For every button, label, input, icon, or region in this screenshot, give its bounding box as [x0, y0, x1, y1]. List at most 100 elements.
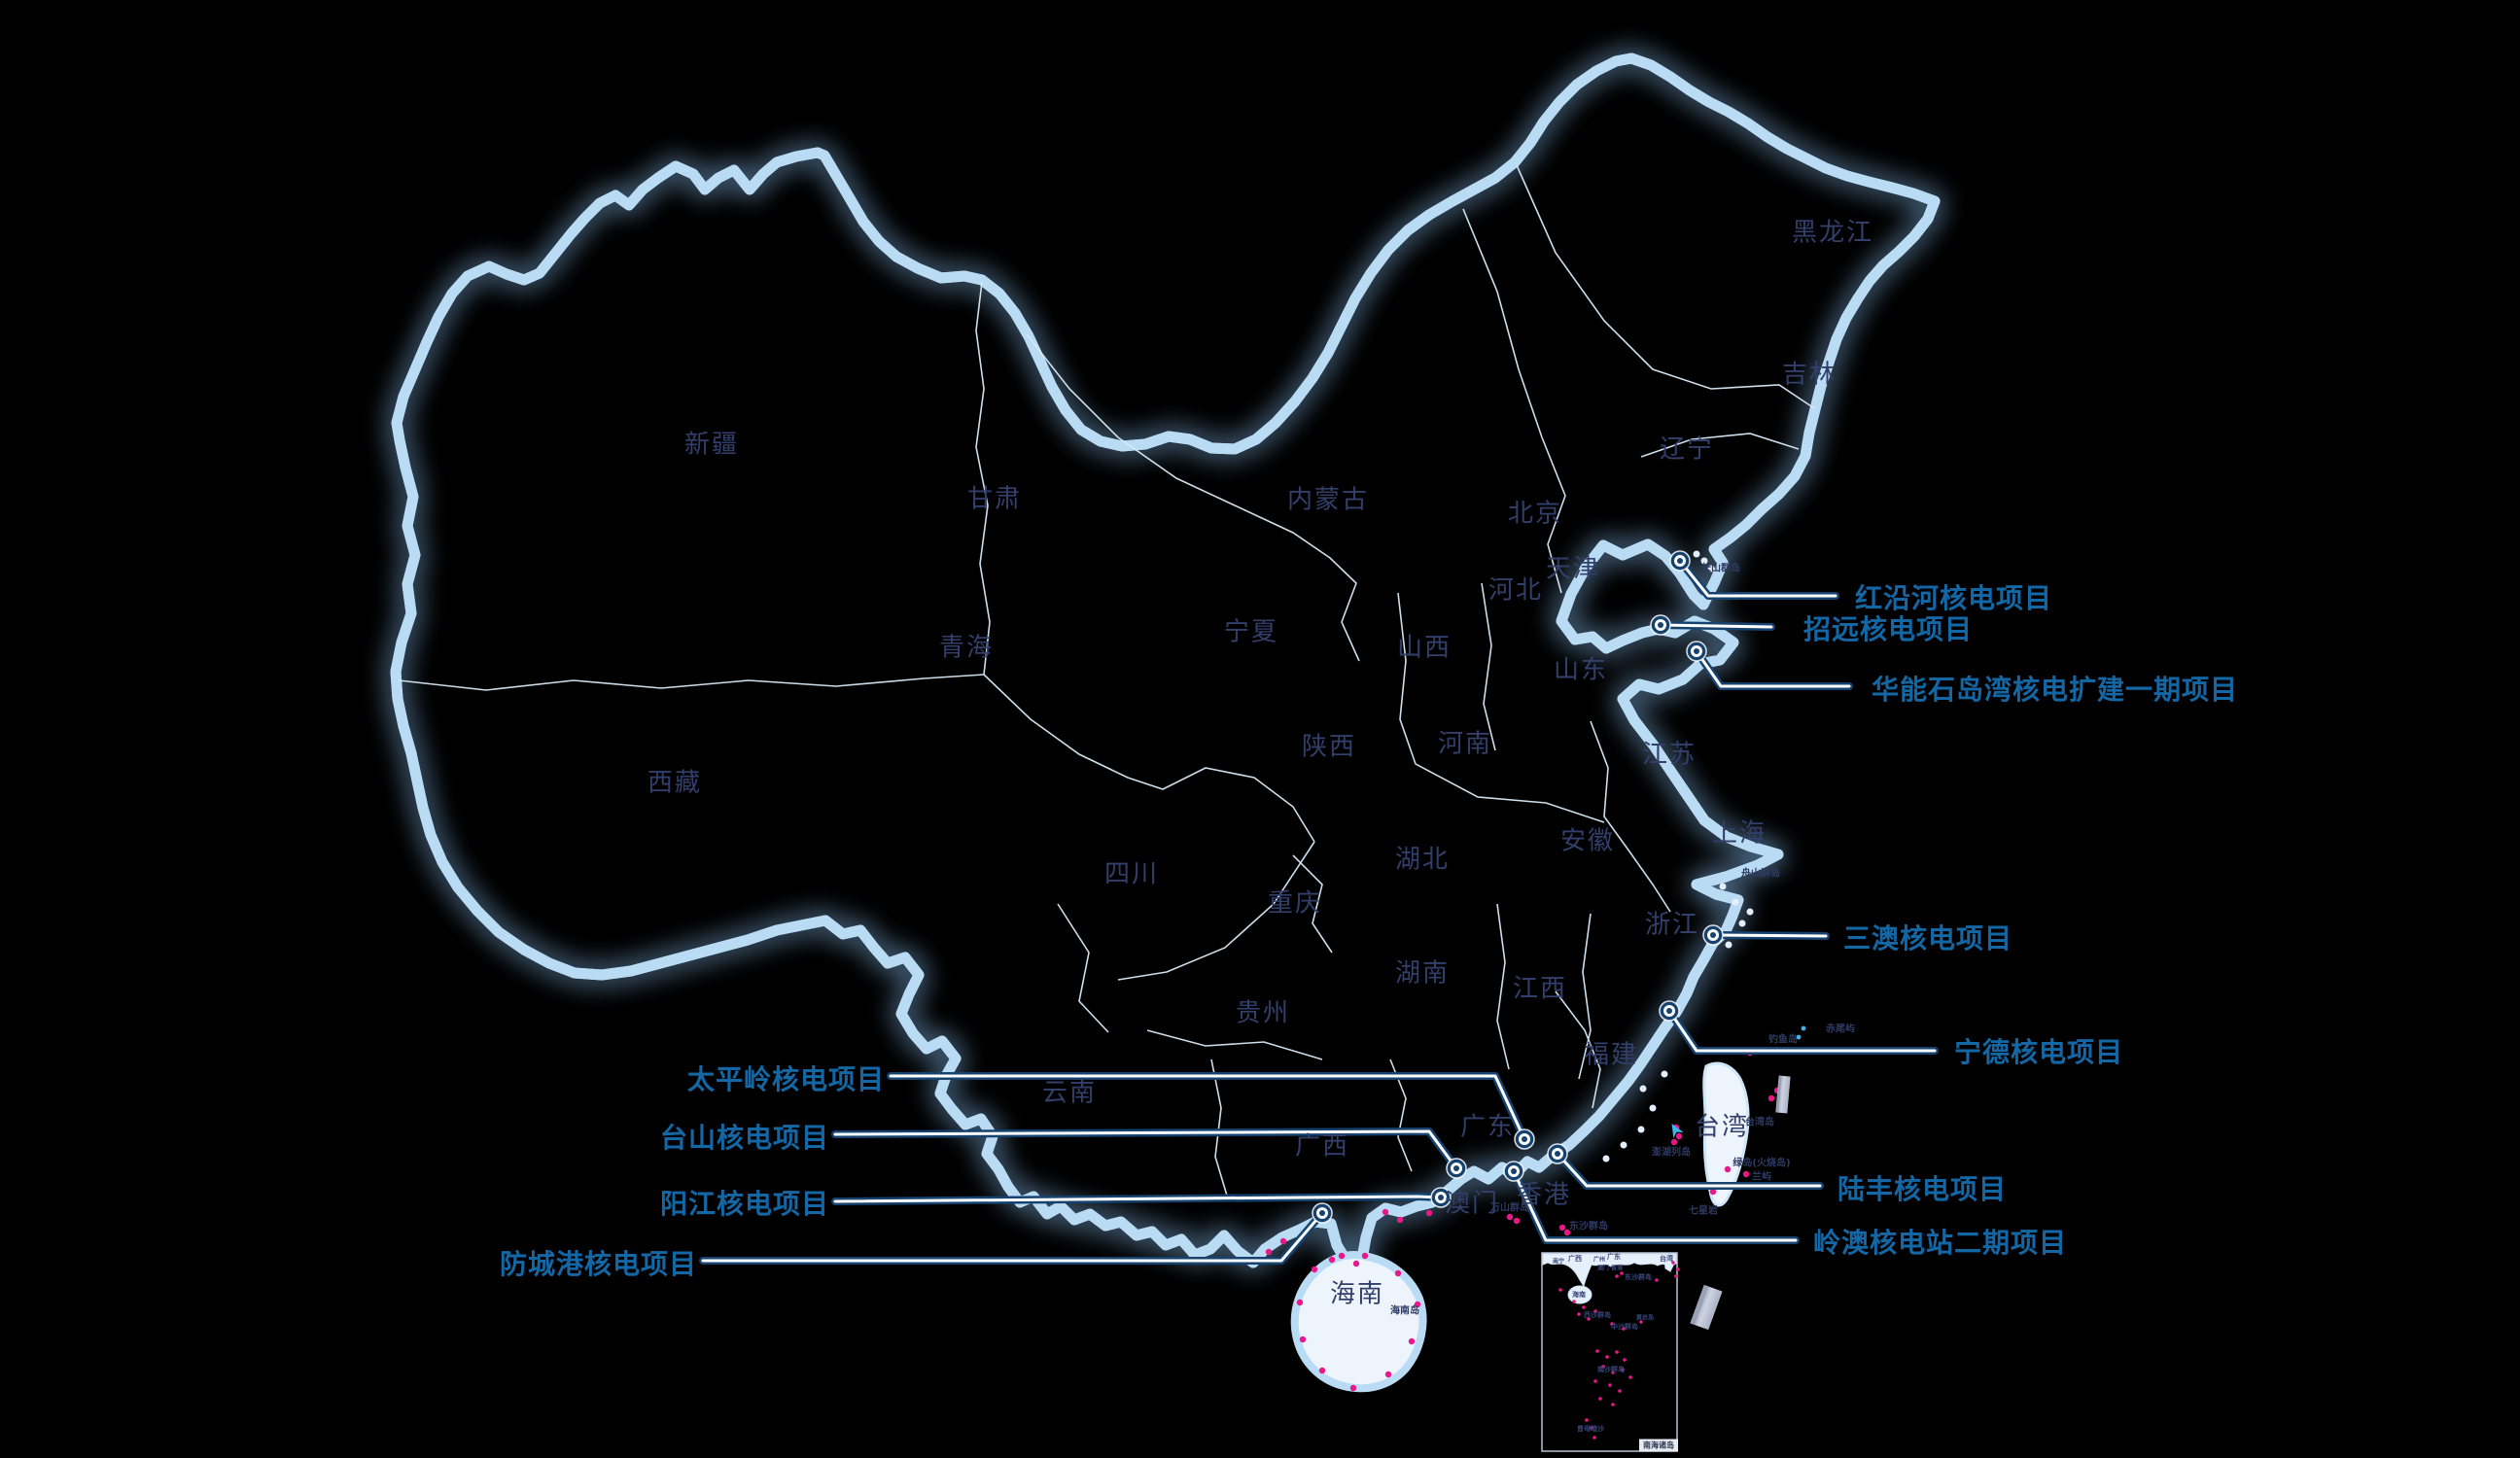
inset-pink-dot: [1615, 1274, 1619, 1278]
pink-island-dot: [1279, 1237, 1287, 1245]
inset-pink-dot: [1593, 1309, 1597, 1313]
pink-island-dot: [1513, 1217, 1521, 1225]
project-marker[interactable]: [1659, 1000, 1680, 1022]
taiwan-island[interactable]: [1702, 1061, 1750, 1207]
coastal-islets: [1602, 550, 1754, 1163]
inset-pink-dot: [1628, 1375, 1632, 1379]
leader-line-core: [1556, 1152, 1822, 1188]
project-marker[interactable]: [1650, 614, 1671, 636]
pink-island-dot: [1506, 1213, 1514, 1221]
islet-dot: [1620, 1141, 1628, 1149]
leader-line-core: [889, 1074, 1526, 1141]
pink-island-dot: [1299, 1336, 1307, 1343]
pink-island-dot: [1742, 1170, 1750, 1178]
pink-island-dot: [1768, 1094, 1775, 1102]
inset-taiwan: [1663, 1255, 1675, 1272]
islet-dot: [1700, 557, 1708, 565]
pink-island-dot: [1724, 1165, 1732, 1173]
inset-pink-dot: [1592, 1436, 1596, 1440]
province-borders: [398, 164, 1815, 1197]
project-marker[interactable]: [1312, 1202, 1333, 1224]
inset-pink-dot: [1676, 1267, 1680, 1271]
hainan-island[interactable]: [1290, 1251, 1427, 1393]
islet-dot: [1649, 1104, 1657, 1112]
inset-pink-dot: [1582, 1305, 1586, 1309]
project-marker[interactable]: [1514, 1128, 1535, 1150]
inset-pink-dot: [1601, 1365, 1605, 1369]
islet-dot: [1738, 920, 1746, 927]
pink-island-dot: [1408, 1337, 1416, 1345]
pink-island-dot: [1382, 1208, 1389, 1216]
inset-pink-dot: [1593, 1379, 1597, 1383]
inset-border: [1541, 1252, 1678, 1452]
inset-pink-dot: [1605, 1355, 1609, 1359]
inset-pink-dot: [1655, 1278, 1659, 1282]
gray-bar: [1775, 1075, 1791, 1114]
leader-line-core: [833, 1129, 1458, 1170]
pink-island-dot: [1296, 1299, 1304, 1306]
islet-dot: [1637, 1126, 1645, 1133]
inset-pink-dot: [1639, 1320, 1643, 1324]
inset-pink-dot: [1622, 1327, 1626, 1331]
islet-dot: [1707, 565, 1715, 573]
pink-island-dot: [1558, 1224, 1566, 1232]
cyan-arrow-icon: [1671, 1123, 1684, 1139]
project-marker[interactable]: [1503, 1161, 1524, 1182]
inset-pink-dot: [1671, 1261, 1675, 1265]
islet-dot: [1746, 908, 1754, 916]
pink-island-dot: [1349, 1384, 1357, 1392]
leader-line: [1510, 1167, 1800, 1244]
inset-coast-strip: [1542, 1253, 1677, 1288]
cyan-dot: [1801, 1025, 1806, 1031]
inset-pink-dot: [1558, 1288, 1562, 1292]
leader-line-core: [1659, 623, 1773, 629]
leader-line-core: [1512, 1169, 1798, 1242]
islet-dot: [1661, 1070, 1668, 1078]
inset-pink-dot: [1674, 1274, 1678, 1278]
pink-island-dot: [1328, 1256, 1336, 1264]
leader-line-core: [1695, 649, 1851, 688]
leader-line-core: [1711, 933, 1828, 938]
gray-bar: [1690, 1284, 1723, 1331]
islet-dot: [1719, 883, 1727, 890]
pink-island-dot: [1265, 1248, 1273, 1256]
inset-pink-dot: [1595, 1349, 1599, 1353]
inset-pink-dot: [1598, 1397, 1602, 1401]
leader-line-core: [1678, 559, 1838, 598]
pink-island-dot: [1338, 1252, 1346, 1260]
pink-island-dot: [1425, 1209, 1433, 1217]
pink-island-dot: [1670, 1138, 1678, 1146]
project-marker[interactable]: [1446, 1158, 1467, 1179]
pink-island-dot: [1352, 1260, 1360, 1267]
islet-dot: [1732, 898, 1739, 906]
inset-pink-dot: [1585, 1418, 1589, 1422]
leader-line: [1665, 1007, 1939, 1055]
pink-island-dot: [1396, 1216, 1404, 1224]
leader-line: [831, 1128, 1460, 1172]
cyan-dot: [1796, 1034, 1802, 1040]
inset-pink-dot: [1623, 1358, 1627, 1362]
inset-pink-dot: [1621, 1368, 1625, 1371]
project-marker[interactable]: [1669, 550, 1691, 572]
pink-island-dot: [1709, 1188, 1717, 1196]
project-marker[interactable]: [1702, 924, 1724, 946]
inset-pink-dot: [1611, 1371, 1615, 1374]
islet-dot: [1602, 1155, 1610, 1163]
south-china-sea-inset: [1541, 1252, 1680, 1452]
inset-pink-dot: [1590, 1426, 1593, 1430]
leader-line-core: [701, 1211, 1324, 1263]
islet-dot: [1639, 1085, 1647, 1093]
inset-pink-dot: [1618, 1389, 1622, 1393]
project-marker[interactable]: [1547, 1143, 1568, 1164]
project-marker[interactable]: [1430, 1187, 1452, 1208]
pink-island-dot: [1384, 1371, 1392, 1378]
pink-island-dot: [1361, 1252, 1369, 1260]
inset-pink-dot: [1615, 1350, 1619, 1354]
pink-island-dot: [1414, 1301, 1421, 1308]
islet-dot: [1725, 941, 1732, 949]
islet-dot: [1693, 550, 1700, 558]
leader-lines: [699, 557, 1939, 1265]
leader-line: [1554, 1150, 1824, 1190]
project-marker[interactable]: [1686, 641, 1707, 662]
